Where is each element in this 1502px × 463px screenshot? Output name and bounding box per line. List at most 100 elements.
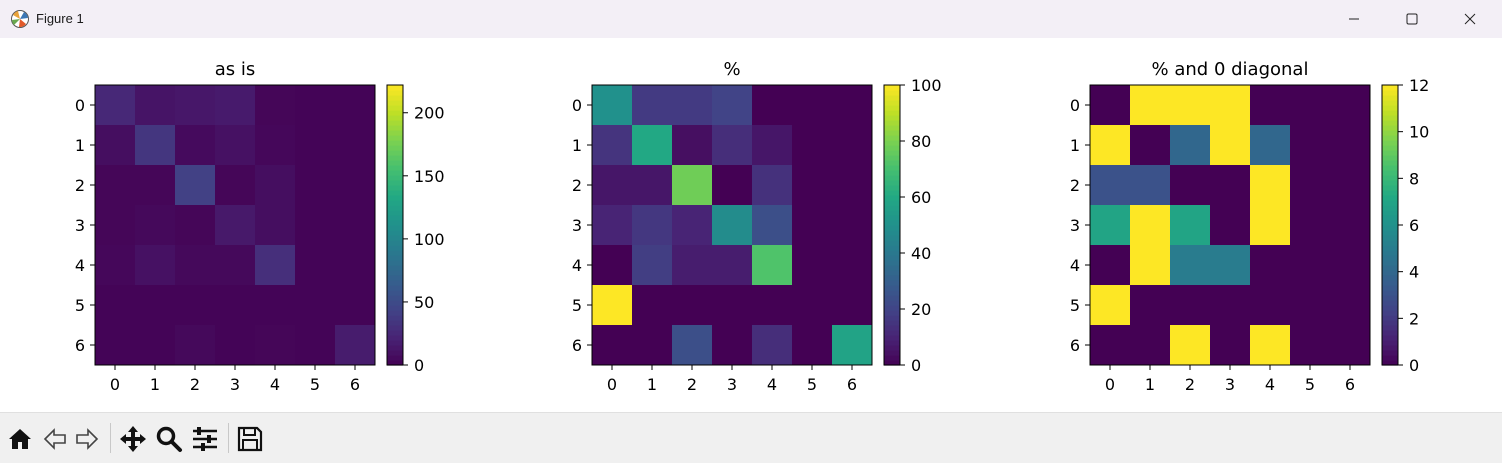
- x-tick-label: 4: [1265, 375, 1275, 394]
- forward-button[interactable]: [72, 424, 102, 454]
- heatmap-cell: [1170, 205, 1211, 246]
- colorbar-segment: [387, 150, 403, 156]
- y-tick-label: 4: [1070, 256, 1080, 275]
- colorbar-segment: [884, 230, 900, 236]
- close-icon: [1464, 13, 1476, 25]
- configure-subplots-icon: [193, 427, 217, 451]
- colorbar-segment: [387, 175, 403, 181]
- x-tick-label: 2: [687, 375, 697, 394]
- x-tick-label: 3: [727, 375, 737, 394]
- heatmap-cell: [672, 285, 713, 326]
- heatmap-cell: [832, 165, 873, 206]
- colorbar-segment: [1382, 150, 1398, 156]
- colorbar-segment: [884, 300, 900, 306]
- colorbar-segment: [1382, 295, 1398, 301]
- heatmap-cell: [1250, 125, 1291, 166]
- colorbar-segment: [1382, 305, 1398, 311]
- colorbar-frame: [883, 84, 901, 366]
- heatmap-cell: [215, 205, 256, 246]
- close-button[interactable]: [1441, 0, 1499, 38]
- heatmap-cell: [752, 205, 793, 246]
- heatmap-cell: [712, 85, 753, 126]
- heatmap-cell: [175, 85, 216, 126]
- y-tick-label: 1: [572, 136, 582, 155]
- colorbar-segment: [387, 240, 403, 246]
- colorbar-tick-label: 100: [414, 230, 445, 249]
- heatmap-cell: [592, 245, 633, 286]
- colorbar-segment: [387, 100, 403, 106]
- heatmap-cell: [175, 205, 216, 246]
- colorbar-tick-label: 4: [1409, 263, 1419, 282]
- pan-button[interactable]: [118, 424, 148, 454]
- colorbar-segment: [387, 155, 403, 161]
- heatmap-cell: [632, 245, 673, 286]
- heatmap-cell: [592, 285, 633, 326]
- colorbar-segment: [1382, 350, 1398, 356]
- colorbar-segment: [1382, 195, 1398, 201]
- colorbar-segment: [387, 340, 403, 346]
- colorbar-segment: [387, 360, 403, 366]
- colorbar-segment: [387, 305, 403, 311]
- heatmap-cell: [752, 285, 793, 326]
- maximize-button[interactable]: [1383, 0, 1441, 38]
- back-button[interactable]: [40, 424, 70, 454]
- y-tick-label: 0: [1070, 96, 1080, 115]
- colorbar-segment: [1382, 185, 1398, 191]
- heatmap-cell: [1130, 245, 1171, 286]
- heatmap-cell: [1210, 205, 1251, 246]
- zoom-button[interactable]: [154, 424, 184, 454]
- heatmap-cell: [1170, 125, 1211, 166]
- heatmap-cell: [295, 165, 336, 206]
- heatmap-cell: [632, 325, 673, 366]
- colorbar-segment: [884, 195, 900, 201]
- heatmap-cell: [792, 245, 833, 286]
- figure-canvas[interactable]: as is 0 1 2 3 4 5 6 0 1 2 3 4 5 6 0 50 100 150 200% 0 1 2 3 4 5 6 0…: [0, 38, 1502, 412]
- configure-subplots-button[interactable]: [190, 424, 220, 454]
- colorbar-segment: [1382, 235, 1398, 241]
- colorbar-tick-label: 2: [1409, 309, 1419, 328]
- colorbar-segment: [884, 285, 900, 291]
- heatmap-cell: [672, 165, 713, 206]
- y-tick-label: 3: [1070, 216, 1080, 235]
- colorbar-tick-label: 50: [414, 293, 434, 312]
- colorbar-segment: [1382, 245, 1398, 251]
- colorbar-segment: [387, 95, 403, 101]
- matplotlib-app-icon: [11, 10, 29, 28]
- heatmap-cell: [215, 85, 256, 126]
- colorbar-segment: [387, 215, 403, 221]
- heatmap-cell: [712, 165, 753, 206]
- colorbar-segment: [387, 350, 403, 356]
- colorbar-segment: [387, 300, 403, 306]
- colorbar-segment: [884, 180, 900, 186]
- y-tick-label: 1: [75, 136, 85, 155]
- save-button[interactable]: [235, 424, 265, 454]
- colorbar-segment: [1382, 210, 1398, 216]
- heatmap-cell: [712, 205, 753, 246]
- heatmap-cell: [832, 245, 873, 286]
- heatmap-cell: [792, 325, 833, 366]
- y-tick-label: 2: [1070, 176, 1080, 195]
- colorbar-segment: [1382, 310, 1398, 316]
- colorbar-segment: [387, 255, 403, 261]
- heatmap-cell: [335, 245, 376, 286]
- heatmap-cell: [1170, 165, 1211, 206]
- colorbar-segment: [884, 185, 900, 191]
- heatmap-cell: [672, 125, 713, 166]
- heatmap-cell: [255, 205, 296, 246]
- home-button[interactable]: [5, 424, 35, 454]
- colorbar-segment: [387, 335, 403, 341]
- heatmap-cell: [95, 285, 136, 326]
- y-tick-label: 6: [75, 336, 85, 355]
- colorbar-segment: [1382, 105, 1398, 111]
- colorbar-segment: [884, 125, 900, 131]
- heatmap-cell: [792, 165, 833, 206]
- minimize-button[interactable]: [1325, 0, 1383, 38]
- colorbar-segment: [884, 305, 900, 311]
- colorbar-segment: [387, 225, 403, 231]
- colorbar-segment: [884, 190, 900, 196]
- heatmap-cell: [1130, 165, 1171, 206]
- colorbar-segment: [1382, 125, 1398, 131]
- colorbar-segment: [884, 325, 900, 331]
- heatmap-cell: [632, 125, 673, 166]
- heatmap-cell: [1130, 205, 1171, 246]
